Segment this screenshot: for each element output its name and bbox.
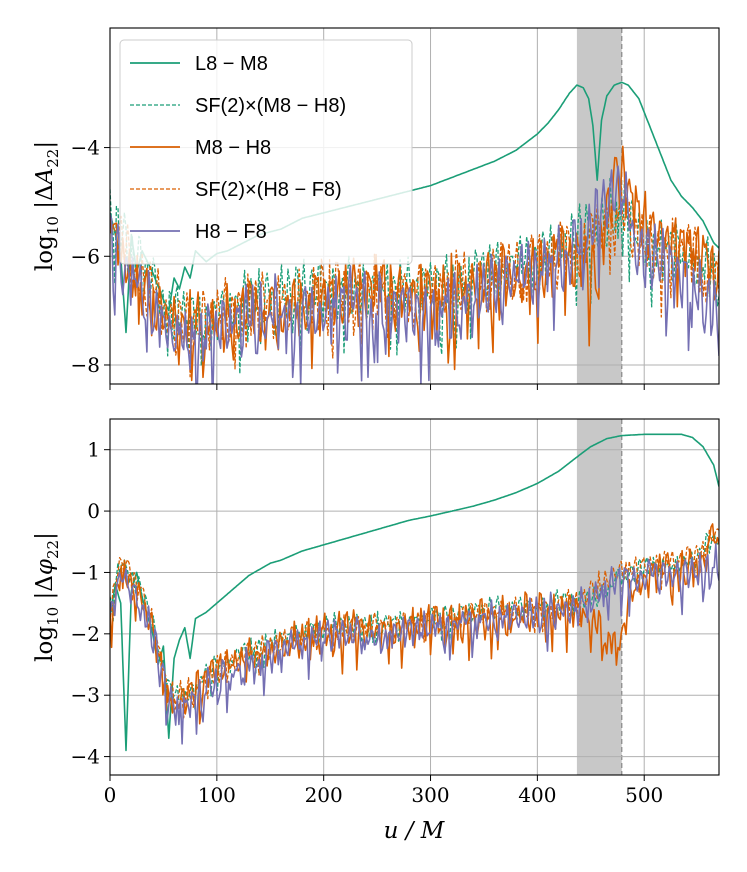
top-ytick-label: −4 xyxy=(71,136,100,160)
top-series-4 xyxy=(110,165,719,384)
bot-ytick-label: −1 xyxy=(71,560,100,584)
bot-series-1 xyxy=(110,532,719,710)
legend: L8 − M8 SF(2)×(M8 − H8) M8 − H8 SF(2)×(H8 −… xyxy=(119,39,413,265)
bottom-ticks: −4 −3 −2 −1 0 1 0 100 200 300 400 500 xyxy=(71,438,664,807)
bot-ytick-label: 0 xyxy=(87,499,100,523)
top-shaded-region xyxy=(576,28,623,384)
legend-label-3: SF(2)×(H8 − F8) xyxy=(195,179,342,201)
bot-ytick-label: −4 xyxy=(71,745,100,769)
top-ytick-label: −6 xyxy=(71,244,100,268)
bot-ytick-label: −3 xyxy=(71,683,100,707)
bot-series-0 xyxy=(110,433,719,752)
legend-box xyxy=(119,39,413,265)
bottom-axes-frame xyxy=(109,418,720,776)
bot-ytick-label: −2 xyxy=(71,622,100,646)
bot-series-2 xyxy=(110,523,719,725)
legend-label-2: M8 − H8 xyxy=(195,137,271,159)
top-ytick-label: −8 xyxy=(71,353,100,377)
legend-label-0: L8 − M8 xyxy=(195,53,268,75)
bot-xtick-label: 400 xyxy=(518,783,556,807)
top-ticks: −8 −6 −4 xyxy=(71,136,645,390)
bottom-series-group xyxy=(110,433,719,752)
bot-ytick-label: 1 xyxy=(87,438,100,462)
bot-xtick-label: 0 xyxy=(104,783,117,807)
bot-series-4 xyxy=(110,543,719,745)
bot-xtick-label: 100 xyxy=(198,783,236,807)
bot-series-3 xyxy=(110,528,719,719)
bot-xtick-label: 200 xyxy=(305,783,343,807)
legend-label-1: SF(2)×(M8 − H8) xyxy=(195,95,346,117)
top-y-axis-title: log10 |ΔA22| xyxy=(32,141,62,271)
legend-label-4: H8 − F8 xyxy=(195,221,267,243)
top-panel: −8 −6 −4 log10 |ΔA22| L8 − M8 SF(2)×(M8 − H… xyxy=(32,27,720,390)
top-axes-frame xyxy=(109,27,720,385)
bot-xtick-label: 500 xyxy=(625,783,663,807)
top-shade-band xyxy=(576,28,622,384)
bot-xtick-label: 300 xyxy=(411,783,449,807)
bottom-y-axis-title: log10 |Δφ22| xyxy=(32,532,62,662)
x-axis-title: u / M xyxy=(384,818,446,844)
